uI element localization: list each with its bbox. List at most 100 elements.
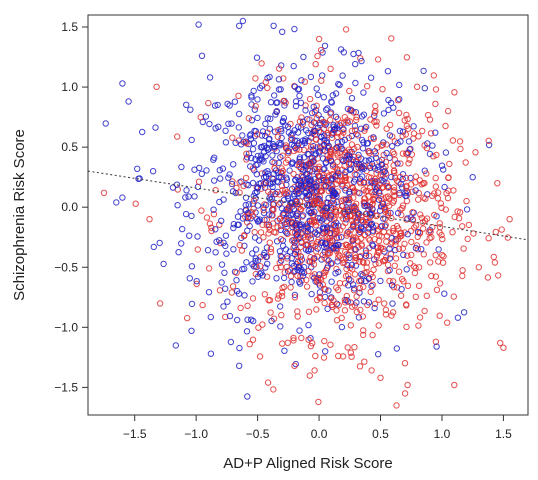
data-point	[344, 105, 352, 113]
data-point	[264, 170, 272, 178]
data-point	[288, 185, 296, 193]
data-point	[315, 172, 323, 179]
data-point	[363, 264, 370, 271]
data-point	[229, 134, 236, 141]
data-point	[331, 214, 338, 221]
data-point	[252, 75, 259, 82]
data-point	[368, 220, 376, 228]
data-point	[228, 289, 236, 296]
data-point	[352, 262, 360, 269]
data-point	[449, 137, 457, 144]
data-point	[346, 190, 353, 198]
data-point	[339, 183, 346, 190]
data-point	[378, 161, 385, 168]
data-point	[436, 280, 444, 287]
data-point	[334, 177, 341, 184]
data-point	[464, 235, 471, 243]
data-point	[392, 246, 399, 254]
data-point	[431, 211, 438, 219]
data-point	[450, 293, 457, 300]
data-point	[421, 85, 428, 92]
data-point	[195, 21, 202, 28]
data-point	[357, 306, 364, 314]
data-point	[438, 251, 446, 259]
data-point	[281, 283, 288, 290]
data-point	[281, 102, 288, 109]
data-point	[383, 125, 390, 132]
data-point	[292, 102, 300, 110]
data-point	[297, 253, 305, 260]
data-point	[252, 246, 260, 253]
data-point	[206, 120, 213, 128]
data-point	[301, 137, 309, 145]
data-point	[331, 126, 339, 133]
data-point	[278, 311, 285, 319]
data-point	[390, 184, 398, 191]
data-point	[341, 299, 349, 306]
data-point	[438, 204, 445, 212]
data-point	[296, 160, 303, 168]
data-point	[259, 221, 266, 229]
data-point	[309, 240, 316, 247]
data-point	[491, 259, 499, 266]
data-point	[348, 261, 355, 269]
data-point	[361, 269, 368, 277]
data-point	[300, 234, 307, 241]
data-point	[360, 111, 368, 118]
data-point	[315, 398, 322, 406]
data-point	[362, 252, 370, 260]
data-point	[211, 154, 218, 161]
data-point	[291, 294, 299, 301]
data-point	[412, 187, 419, 194]
data-point	[426, 235, 433, 242]
data-point	[242, 194, 250, 201]
data-point	[125, 98, 132, 105]
data-point	[361, 195, 368, 202]
data-point	[378, 142, 385, 149]
data-point	[350, 109, 357, 116]
data-point	[278, 257, 285, 264]
data-point	[195, 178, 203, 185]
data-point	[207, 350, 215, 357]
data-point	[373, 122, 380, 129]
data-point	[208, 227, 215, 235]
data-point	[393, 345, 400, 352]
data-point	[357, 175, 364, 183]
data-point	[277, 235, 285, 243]
data-point	[391, 187, 398, 194]
data-point	[451, 89, 458, 96]
data-point	[365, 148, 372, 155]
data-point	[358, 242, 365, 249]
data-point	[338, 323, 346, 331]
data-point	[410, 263, 418, 270]
data-point	[231, 98, 239, 105]
data-point	[313, 278, 321, 285]
data-point	[216, 167, 224, 174]
data-point	[319, 72, 326, 79]
data-point	[206, 220, 214, 227]
data-point	[340, 49, 347, 56]
data-point	[328, 175, 335, 182]
data-point	[495, 272, 502, 279]
data-point	[315, 163, 323, 171]
data-point	[254, 185, 261, 192]
data-point	[302, 102, 309, 109]
data-point	[344, 208, 351, 215]
data-point	[355, 154, 362, 161]
data-point	[242, 139, 249, 146]
data-point	[311, 200, 318, 207]
data-point	[345, 160, 353, 168]
data-point	[334, 241, 341, 249]
data-point	[279, 187, 286, 194]
data-point	[454, 208, 461, 215]
data-point	[329, 301, 336, 309]
data-point	[296, 280, 304, 287]
data-point	[187, 106, 194, 113]
data-point	[262, 152, 269, 160]
data-point	[212, 226, 219, 233]
data-point	[146, 216, 153, 223]
data-point	[427, 259, 434, 266]
data-point	[325, 287, 332, 294]
data-point	[485, 137, 492, 145]
